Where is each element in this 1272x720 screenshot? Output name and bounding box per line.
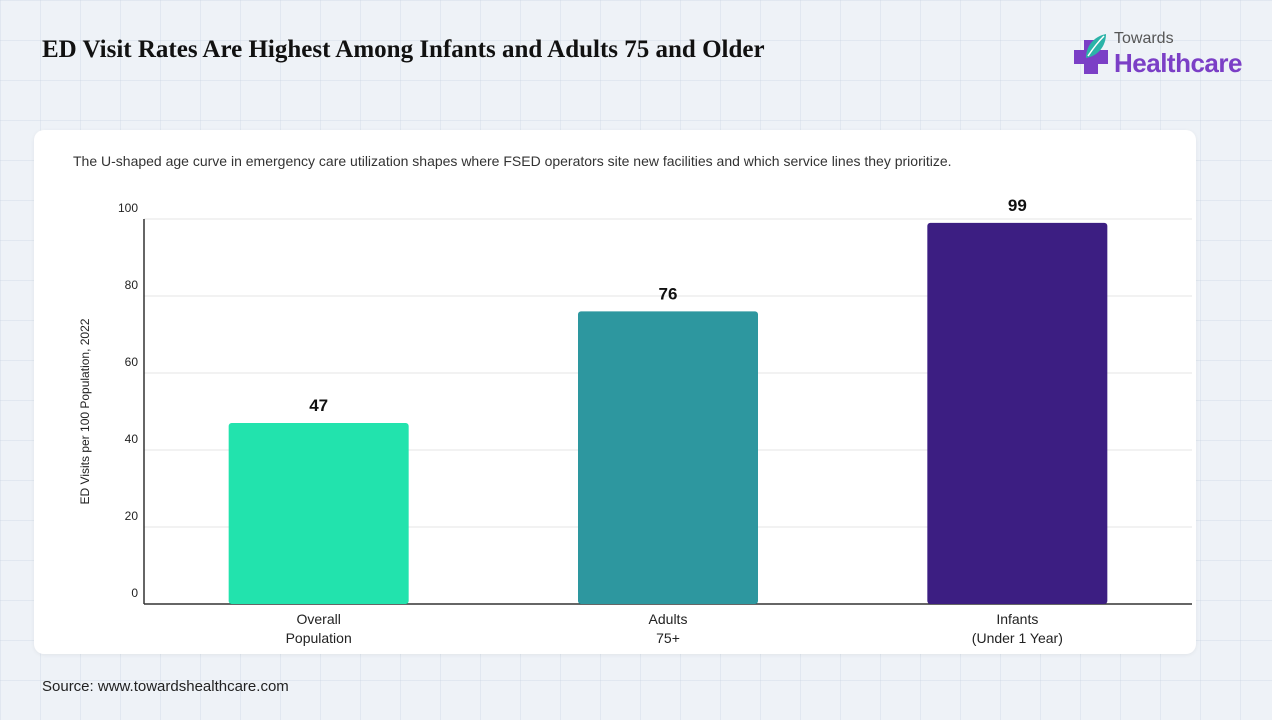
y-tick-label: 0 (131, 586, 138, 600)
y-tick-label: 60 (125, 355, 139, 369)
bar (578, 311, 758, 604)
y-tick-label: 20 (125, 509, 139, 523)
bar (927, 222, 1108, 604)
brand-logo: Towards Healthcare (1072, 30, 1252, 80)
bar (228, 423, 409, 604)
logo-text-healthcare: Healthcare (1114, 48, 1242, 78)
x-tick-label: Population (286, 630, 352, 646)
x-tick-label: Overall (296, 611, 340, 627)
data-label: 76 (659, 284, 678, 303)
data-label: 99 (1008, 196, 1027, 215)
x-tick-label: Adults (649, 611, 688, 627)
x-tick-label: (Under 1 Year) (972, 630, 1063, 646)
x-tick-label: Infants (996, 611, 1038, 627)
medical-cross-leaf-icon (1074, 34, 1108, 74)
source-note: Source: www.towardshealthcare.com (42, 678, 289, 695)
y-tick-label: 100 (118, 201, 138, 215)
x-tick-label: 75+ (656, 630, 680, 646)
y-axis-title: ED Visits per 100 Population, 2022 (78, 318, 92, 504)
chart-subtitle: The U-shaped age curve in emergency care… (73, 153, 952, 169)
data-label: 47 (309, 396, 328, 415)
chart-title: ED Visit Rates Are Highest Among Infants… (42, 36, 765, 63)
y-tick-label: 40 (125, 432, 139, 446)
y-tick-label: 80 (125, 278, 139, 292)
logo-text-towards: Towards (1114, 30, 1174, 47)
